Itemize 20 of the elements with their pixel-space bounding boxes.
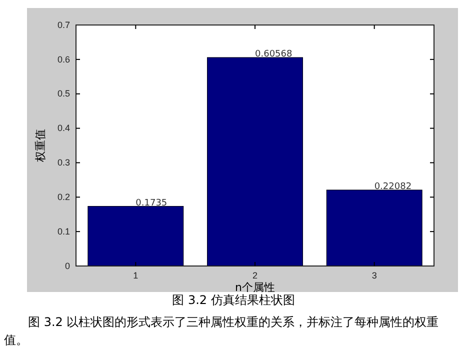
y-tick-label: 0.4 <box>57 123 70 134</box>
bar <box>88 206 184 266</box>
data-label: 0.60568 <box>255 49 292 60</box>
data-label: 0.22082 <box>374 182 412 192</box>
y-tick-label: 0.3 <box>57 158 70 168</box>
y-tick-label: 0.5 <box>57 88 70 99</box>
y-tick-label: 0.7 <box>57 20 70 30</box>
bar <box>326 190 422 266</box>
y-tick-label: 0.1 <box>57 226 70 236</box>
x-tick-label: 1 <box>133 270 138 280</box>
data-label: 0.1735 <box>136 198 168 208</box>
x-tick-label: 2 <box>252 270 258 280</box>
caption: 图 3.2 以柱状图的形式表示了三种属性权重的关系，并标注了每种属性的权重值。 <box>4 314 440 349</box>
caption: 图 3.2 仿真结果柱状图 <box>171 292 296 309</box>
bar <box>207 57 303 266</box>
y-tick-label: 0.6 <box>57 54 70 64</box>
y-tick-label: 0 <box>64 260 70 271</box>
y-tick-label: 0.2 <box>57 192 70 202</box>
x-tick-label: 3 <box>372 270 377 280</box>
y-axis-title: 权重值 <box>34 129 47 163</box>
